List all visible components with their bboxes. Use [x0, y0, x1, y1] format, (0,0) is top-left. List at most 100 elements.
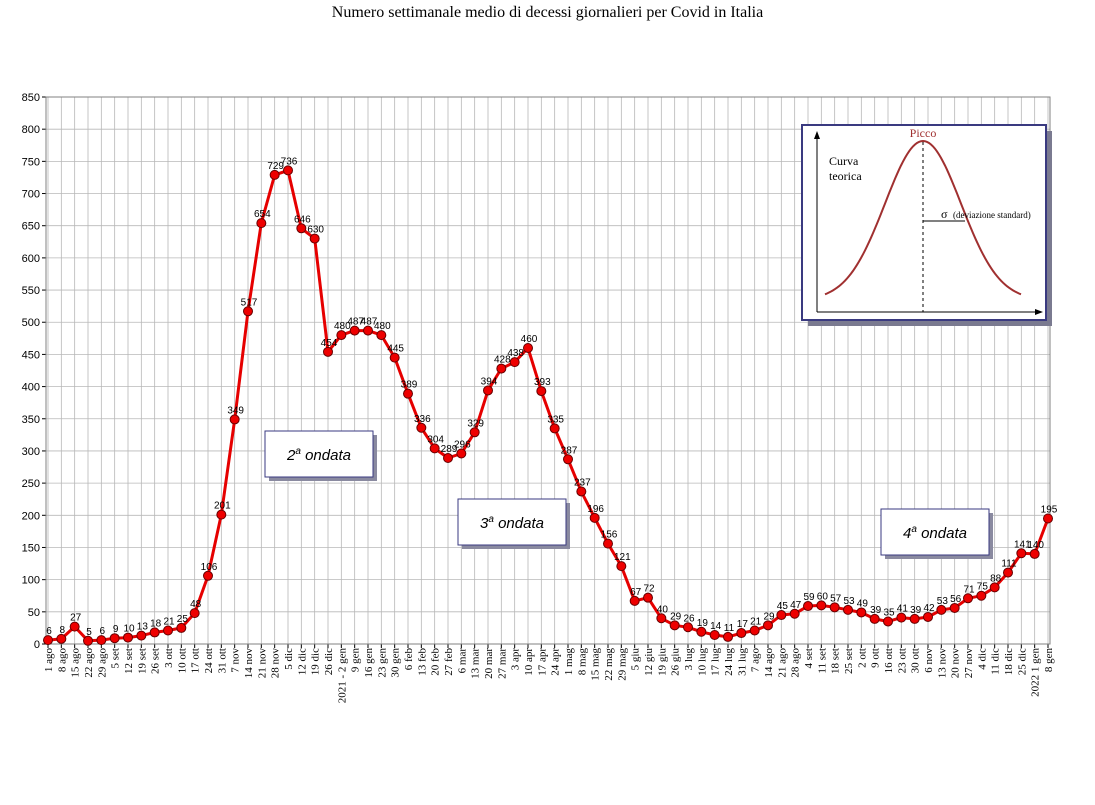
- data-point: [469, 427, 480, 438]
- x-axis-ticks: 1 ago 8 ago 15 ago 22 ago 29 ago 5 set 12 set 1…: [43, 644, 1055, 703]
- data-point: [549, 423, 560, 434]
- data-label: 335: [547, 414, 564, 425]
- data-label: 27: [70, 613, 82, 624]
- y-tick-label: 300: [22, 446, 40, 458]
- data-label: 49: [857, 598, 869, 609]
- inset-sigma-symbol: σ: [941, 207, 948, 221]
- data-label: 106: [201, 562, 218, 573]
- x-tick-label: 26 dic: [323, 648, 335, 675]
- data-point: [443, 453, 453, 464]
- data-label: 40: [657, 604, 669, 615]
- data-point: [389, 352, 400, 363]
- data-label: 9: [113, 624, 119, 635]
- data-point: [109, 633, 120, 644]
- data-point: [349, 325, 360, 336]
- data-point: [96, 635, 107, 646]
- x-tick-label: 31 lug: [736, 648, 748, 676]
- y-tick-label: 500: [22, 317, 40, 329]
- data-label: 517: [241, 297, 258, 308]
- x-tick-label: 12 dic: [296, 648, 308, 675]
- x-tick-label: 2022 1 gen: [1030, 648, 1042, 697]
- data-label: 56: [950, 594, 962, 605]
- data-point: [763, 620, 773, 631]
- data-point: [1029, 548, 1040, 559]
- data-point: [829, 602, 840, 613]
- x-tick-label: 11 set: [816, 648, 828, 674]
- data-label: 39: [870, 605, 882, 616]
- data-point: [936, 604, 947, 615]
- data-point: [163, 625, 173, 636]
- data-label: 19: [697, 618, 709, 629]
- data-point: [963, 593, 973, 604]
- data-point: [843, 604, 853, 615]
- data-label: 59: [803, 592, 815, 603]
- data-point: [536, 386, 547, 397]
- data-point: [456, 448, 467, 459]
- x-tick-label: 20 feb: [430, 648, 442, 676]
- data-point: [1016, 548, 1027, 559]
- x-tick-label: 5 set: [110, 648, 122, 668]
- x-tick-label: 2021 - 2 gen: [336, 648, 348, 704]
- data-label: 654: [254, 209, 271, 220]
- data-point: [629, 595, 640, 606]
- data-label: 141: [1014, 539, 1031, 550]
- x-tick-label: 17 apr: [536, 648, 548, 676]
- y-tick-label: 200: [22, 510, 40, 522]
- x-tick-label: 12 giu: [643, 648, 655, 676]
- data-point: [656, 613, 667, 624]
- x-tick-label: 9 gen: [350, 648, 362, 673]
- data-point: [323, 346, 333, 357]
- data-label: 336: [414, 414, 431, 425]
- x-tick-label: 27 mar: [496, 648, 508, 679]
- data-label: 21: [163, 616, 175, 627]
- data-label: 729: [267, 161, 284, 172]
- x-tick-label: 17 ott: [190, 648, 202, 673]
- x-tick-label: 24 lug: [723, 648, 735, 676]
- data-point: [789, 608, 800, 619]
- x-tick-label: 17 lug: [710, 648, 722, 676]
- x-tick-label: 10 ott: [176, 648, 188, 673]
- data-label: 53: [843, 596, 855, 607]
- data-label: 10: [123, 624, 135, 635]
- x-tick-label: 2 ott: [856, 648, 868, 668]
- data-point: [603, 538, 613, 549]
- data-point: [149, 627, 160, 638]
- x-tick-label: 15 mag: [590, 648, 602, 681]
- data-point: [363, 325, 373, 336]
- data-point: [856, 607, 867, 618]
- data-label: 646: [294, 214, 311, 225]
- data-point: [589, 512, 600, 523]
- x-tick-label: 6 mar: [456, 648, 468, 674]
- x-tick-label: 24 ott: [203, 648, 215, 673]
- data-label: 57: [830, 593, 842, 604]
- annotation-wave-4-text: ondata: [917, 525, 967, 542]
- data-point: [923, 611, 933, 622]
- data-point: [869, 613, 880, 624]
- data-point: [736, 628, 747, 639]
- data-point: [496, 363, 507, 374]
- data-point: [616, 561, 627, 572]
- y-tick-label: 350: [22, 414, 40, 426]
- data-point: [376, 330, 387, 341]
- x-tick-label: 23 ott: [896, 648, 908, 673]
- data-label: 304: [427, 434, 444, 445]
- data-point: [709, 629, 720, 640]
- x-tick-label: 21 ago: [776, 648, 788, 678]
- data-point: [576, 486, 587, 497]
- x-tick-label: 16 ott: [883, 648, 895, 673]
- data-point: [56, 633, 67, 644]
- data-point: [483, 385, 493, 396]
- x-tick-label: 27 feb: [443, 648, 455, 676]
- data-label: 289: [441, 444, 458, 455]
- x-tick-label: 21 nov: [256, 648, 268, 679]
- x-tick-label: 19 giu: [656, 648, 668, 676]
- data-point: [749, 625, 760, 636]
- data-point: [309, 233, 320, 244]
- data-point: [1043, 513, 1053, 524]
- svg-text:2a ondata: 2a ondata: [286, 446, 351, 464]
- data-point: [176, 622, 187, 633]
- svg-text:4a ondata: 4a ondata: [903, 524, 967, 542]
- x-tick-label: 30 gen: [390, 648, 402, 678]
- data-label: 140: [1027, 540, 1044, 551]
- data-point: [816, 600, 827, 611]
